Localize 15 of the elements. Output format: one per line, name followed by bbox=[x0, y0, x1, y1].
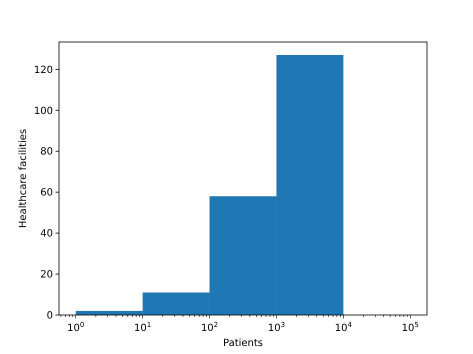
y-tick-label: 120 bbox=[34, 64, 53, 76]
y-tick-label: 100 bbox=[34, 106, 53, 117]
x-axis-title: Patients bbox=[222, 338, 264, 349]
y-tick-label: 40 bbox=[40, 228, 53, 240]
y-tick-label: 60 bbox=[40, 188, 53, 199]
x-tick-label: 10$^{3}$ bbox=[268, 321, 286, 334]
x-tick-label: 10$^{1}$ bbox=[134, 321, 152, 334]
y-axis-title: Healthcare facilities bbox=[18, 128, 29, 228]
x-tick-label: 10$^{5}$ bbox=[402, 321, 419, 334]
y-tick-label: 80 bbox=[40, 146, 53, 158]
y-tick-label: 0 bbox=[46, 310, 53, 322]
y-tick-label: 20 bbox=[40, 270, 53, 281]
x-tick-label: 10$^{2}$ bbox=[200, 321, 218, 334]
x-tick-label: 10$^{4}$ bbox=[334, 321, 352, 334]
x-tick-label: 10$^{0}$ bbox=[67, 321, 84, 334]
